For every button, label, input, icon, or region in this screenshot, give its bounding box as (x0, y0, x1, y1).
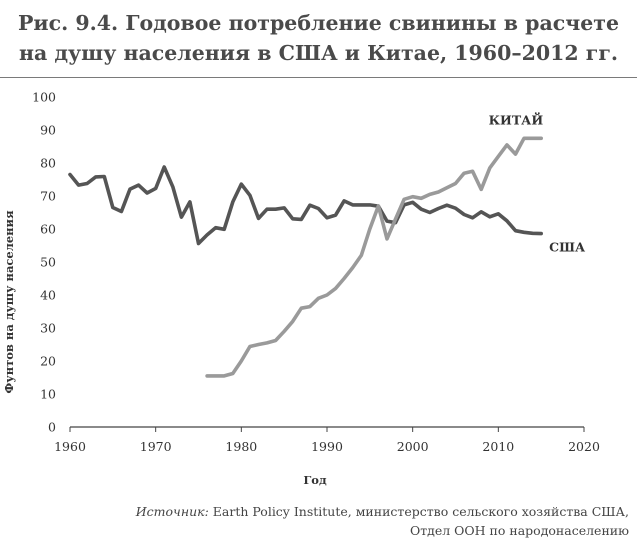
x-tick-label: 1960 (54, 439, 86, 454)
series-label-china: КИТАЙ (489, 111, 544, 127)
title-divider (0, 77, 637, 78)
x-tick-label: 2000 (397, 439, 429, 454)
source-line-2: Отдел ООН по народонаселению (410, 523, 629, 538)
source-note: Источник: Earth Policy Institute, минист… (136, 502, 629, 540)
x-axis-label: Год (303, 473, 327, 487)
series-group: США КИТАЙ (68, 111, 586, 378)
y-tick-label: 100 (32, 90, 56, 105)
source-line-1: Источник: Earth Policy Institute, минист… (136, 502, 629, 521)
y-tick-label: 10 (40, 387, 56, 402)
series-label-usa: США (549, 240, 586, 255)
x-tick-label: 1970 (140, 439, 172, 454)
y-tick-label: 90 (40, 123, 56, 138)
chart-title-line-1: Рис. 9.4. Годовое потребление свинины в … (18, 11, 619, 35)
y-axis-label: Фунтов на душу населения (2, 210, 16, 394)
y-tick-label: 30 (40, 321, 56, 336)
axes: 1960 1970 1980 1990 2000 2010 2020 0 10 20 30 40 50 6… (32, 90, 600, 455)
x-tick-label: 1990 (311, 439, 343, 454)
series-line-usa (68, 165, 544, 246)
chart-title-line-2: на душу населения в США и Китае, 1960–20… (18, 41, 619, 65)
line-chart: 1960 1970 1980 1990 2000 2010 2020 0 10 20 30 40 50 6… (2, 90, 600, 488)
x-tick-label: 2010 (482, 439, 514, 454)
source-text-1: Earth Policy Institute, министерство сел… (208, 504, 629, 519)
y-tick-label: 20 (40, 354, 56, 369)
series-line-china (205, 136, 544, 378)
x-tick-label: 1980 (225, 439, 257, 454)
y-tick-label: 70 (40, 189, 56, 204)
chart-title: Рис. 9.4. Годовое потребление свинины в … (0, 8, 637, 68)
x-tick-label: 2020 (568, 439, 600, 454)
y-tick-label: 80 (40, 156, 56, 171)
y-tick-label: 50 (40, 255, 56, 270)
source-label: Источник: (135, 504, 209, 519)
y-tick-label: 40 (40, 288, 56, 303)
y-tick-label: 0 (48, 420, 56, 435)
y-tick-label: 60 (40, 222, 56, 237)
